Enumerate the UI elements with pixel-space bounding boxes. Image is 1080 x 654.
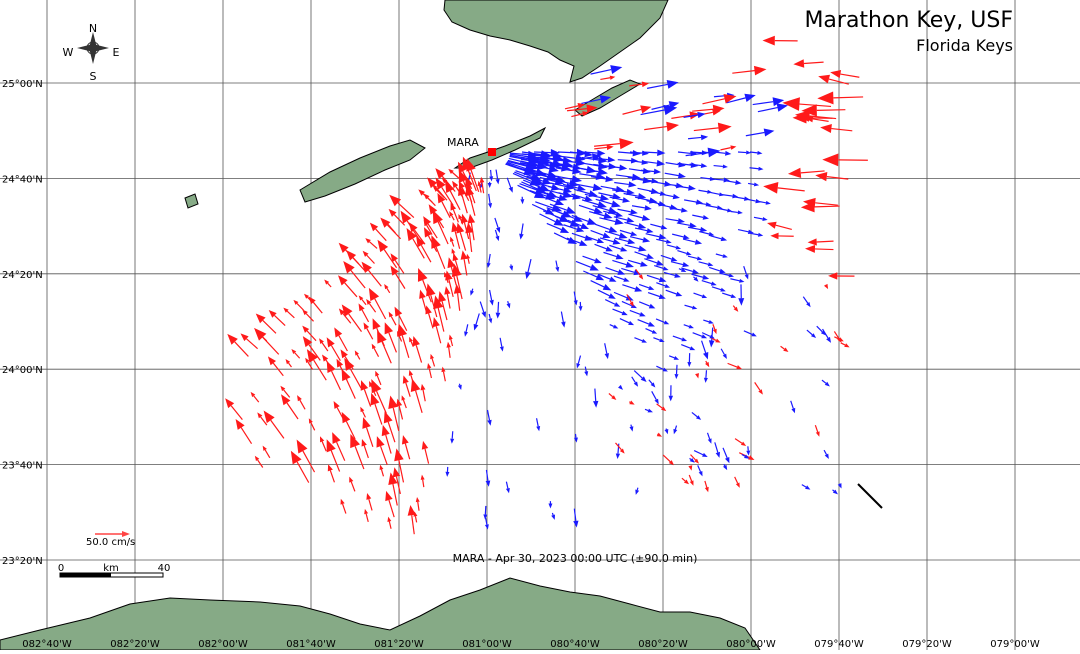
current-vector [491, 170, 492, 176]
map-title: Marathon Key, USF [804, 8, 1013, 33]
longitude-label: 081°20'W [374, 639, 424, 650]
latitude-label: 23°40'N [2, 461, 43, 472]
longitude-label: 080°20'W [638, 639, 688, 650]
longitude-label: 079°00'W [990, 639, 1040, 650]
current-vector [452, 431, 453, 438]
current-vector [472, 289, 473, 291]
station-label: MARA [447, 136, 479, 149]
scale-bar-start: 0 [58, 563, 64, 574]
current-vector [552, 513, 553, 515]
longitude-label: 082°40'W [22, 639, 72, 650]
current-vector [534, 152, 551, 153]
latitude-label: 24°00'N [2, 365, 43, 376]
station-marker [488, 148, 496, 156]
current-vector [498, 302, 499, 313]
longitude-label: 082°20'W [110, 639, 160, 650]
current-vector [814, 206, 839, 207]
latitude-label: 24°20'N [2, 270, 43, 281]
longitude-label: 080°00'W [726, 639, 776, 650]
current-vector [595, 389, 596, 401]
current-vector [637, 488, 638, 490]
latitude-label: 25°00'N [2, 79, 43, 90]
map-subtitle: Florida Keys [916, 36, 1013, 55]
latitude-label: 23°20'N [2, 556, 43, 567]
scale-bar-unit: km [103, 563, 119, 574]
scale-vector-label: 50.0 cm/s [86, 537, 135, 548]
current-vector [677, 365, 678, 374]
current-vector [642, 152, 657, 153]
compass-n: N [89, 22, 97, 35]
latitude-label: 24°40'N [2, 174, 43, 185]
current-vector [817, 110, 846, 111]
map-caption: MARA - Apr 30, 2023 00:00 UTC (±90.0 min… [453, 552, 698, 565]
compass-s: S [90, 70, 97, 83]
longitude-label: 080°40'W [550, 639, 600, 650]
current-vector [508, 301, 509, 303]
current-vector [690, 152, 702, 153]
current-vector [706, 370, 707, 378]
longitude-label: 079°40'W [814, 639, 864, 650]
scale-bar-end: 40 [158, 563, 171, 574]
longitude-label: 082°00'W [198, 639, 248, 650]
longitude-label: 079°20'W [902, 639, 952, 650]
current-vector [738, 152, 746, 153]
longitude-label: 081°00'W [462, 639, 512, 650]
current-vector [817, 241, 834, 242]
current-vector [724, 464, 725, 466]
compass-w: W [63, 46, 74, 59]
current-vector [815, 249, 833, 250]
longitude-label: 081°40'W [286, 639, 336, 650]
compass-e: E [113, 46, 120, 59]
